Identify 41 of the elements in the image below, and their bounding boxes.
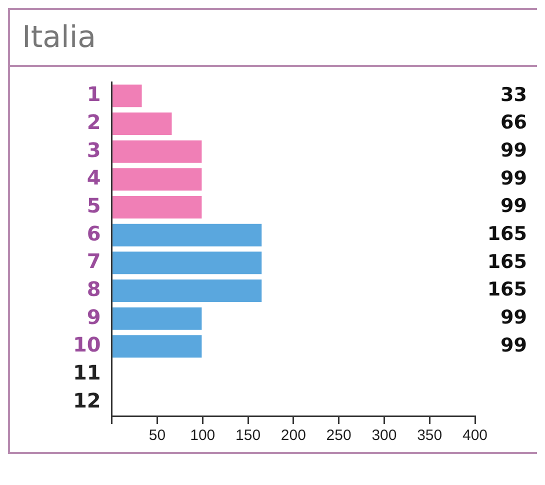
chart-title: Italia [10,10,537,67]
bar [112,224,262,246]
y-tick-label: 3 [86,138,101,162]
bar [112,84,142,108]
y-tick-label: 11 [72,360,101,384]
bar [112,252,262,274]
y-tick-label: 8 [86,276,101,301]
data-label: 165 [487,223,527,246]
x-tick-label: 100 [190,427,216,444]
data-label: 99 [500,167,527,190]
y-tick-label: 12 [72,388,101,412]
y-tick-label: 10 [72,332,101,357]
bar [112,140,202,163]
y-tick-label: 1 [86,82,101,106]
x-tick-label: 150 [236,427,261,444]
bar [112,335,202,358]
x-tick-label: 300 [372,427,397,444]
x-tick-label: 50 [148,427,166,444]
bar [112,168,202,191]
x-tick-label: 200 [280,427,306,444]
data-label: 165 [487,278,527,301]
data-label: 99 [500,334,527,356]
bar [112,196,202,218]
y-tick-label: 5 [86,193,101,218]
data-label: 66 [500,112,527,134]
data-label: 99 [500,140,527,162]
x-tick-label: 250 [326,427,352,444]
data-label: 99 [500,306,527,329]
bar [112,280,262,302]
y-tick-label: 9 [86,304,101,329]
data-label: 99 [500,195,527,218]
y-tick-label: 4 [86,166,101,190]
y-tick-label: 7 [86,249,101,274]
bar [112,112,172,135]
x-tick-label: 400 [462,427,488,444]
y-tick-label: 2 [86,110,101,134]
bar [112,307,202,330]
x-tick-label: 350 [417,427,442,444]
data-label: 33 [500,84,527,106]
y-tick-label: 6 [86,221,101,246]
data-label: 165 [487,250,527,273]
